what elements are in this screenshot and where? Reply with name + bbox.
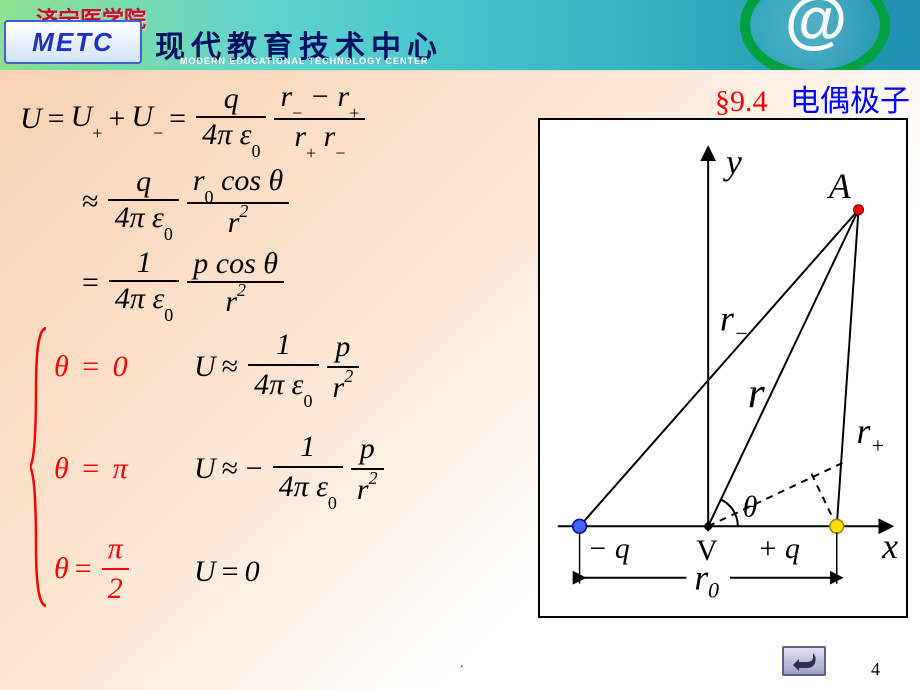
eq1-plus: + <box>108 104 125 134</box>
center-name-en: MODERN EDUCATIONAL TECHNOLOGY CENTER <box>180 56 429 66</box>
case1-rhs: U≈ 14π ε0 pr2 <box>194 326 363 408</box>
label-r-plus: r+ <box>857 411 886 458</box>
header-banner: 济宁医学院 METC 现代教育技术中心 MODERN EDUCATIONAL T… <box>0 0 920 70</box>
equations-block: U = U+ + U− = q 4π ε0 r− − r+ r+ r− ≈ q … <box>20 80 530 608</box>
eq2-frac2: r0 cos θ r2 <box>187 164 289 240</box>
case2-lhs: θ = π <box>54 452 174 486</box>
label-r: r <box>748 370 766 418</box>
eq1-U: U <box>20 104 42 134</box>
return-arrow-icon <box>789 651 819 671</box>
cases-list: θ = 0 U≈ 14π ε0 pr2 θ = π U≈ − 14π ε0 pr… <box>54 326 388 608</box>
eq3-equals: = <box>82 268 99 298</box>
slide: 济宁医学院 METC 现代教育技术中心 MODERN EDUCATIONAL T… <box>0 0 920 690</box>
page-number: 4 <box>871 659 880 680</box>
case-2: θ = π U≈ − 14π ε0 pr2 <box>54 428 388 510</box>
case-3: θ = π2 U=0 <box>54 530 388 608</box>
case2-rhs: U≈ − 14π ε0 pr2 <box>194 428 388 510</box>
eq-line1: U = U+ + U− = q 4π ε0 r− − r+ r+ r− <box>20 80 530 158</box>
eq3-frac1: 1 4π ε0 <box>109 246 179 320</box>
case1-lhs: θ = 0 <box>54 350 174 384</box>
return-button[interactable] <box>782 646 826 676</box>
section-prefix: § <box>715 85 730 118</box>
eq1-frac1: q 4π ε0 <box>196 82 266 156</box>
case-1: θ = 0 U≈ 14π ε0 pr2 <box>54 326 388 408</box>
metc-logo: METC <box>4 20 142 64</box>
label-negq: − q <box>587 533 629 565</box>
brace-icon <box>30 326 48 608</box>
eq3-frac2: p cos θ r2 <box>187 247 284 319</box>
label-r-minus: r− <box>720 298 749 345</box>
eq2-approx: ≈ <box>82 187 98 217</box>
eq-line2: ≈ q 4π ε0 r0 cos θ r2 <box>76 164 530 240</box>
label-posq: + q <box>758 533 800 565</box>
eq1-Uplus: U+ <box>71 102 103 136</box>
case3-lhs: θ = π2 <box>54 530 174 608</box>
eq1-frac2: r− − r+ r+ r− <box>274 80 365 158</box>
eq1-equals2: = <box>169 104 186 134</box>
label-A: A <box>827 166 851 206</box>
footer-dot: . <box>460 656 464 672</box>
section-title: §9.4 电偶极子 <box>715 76 910 120</box>
label-x: x <box>881 526 898 566</box>
label-y: y <box>723 142 742 182</box>
label-theta: θ <box>743 491 758 523</box>
eq1-Uminus: U− <box>131 102 163 136</box>
section-number: 9.4 <box>730 85 768 118</box>
case3-rhs: U=0 <box>194 555 260 589</box>
eq2-frac1: q 4π ε0 <box>108 165 178 239</box>
eq-line3: = 1 4π ε0 p cos θ r2 <box>76 246 530 320</box>
dipole-diagram: y x A r− r r+ θ − q + q V r0 <box>538 118 908 618</box>
at-icon: @ <box>740 0 890 70</box>
eq1-equals: = <box>48 104 65 134</box>
cases-block: θ = 0 U≈ 14π ε0 pr2 θ = π U≈ − 14π ε0 pr… <box>30 326 530 608</box>
section-title-text: 电偶极子 <box>790 85 910 118</box>
